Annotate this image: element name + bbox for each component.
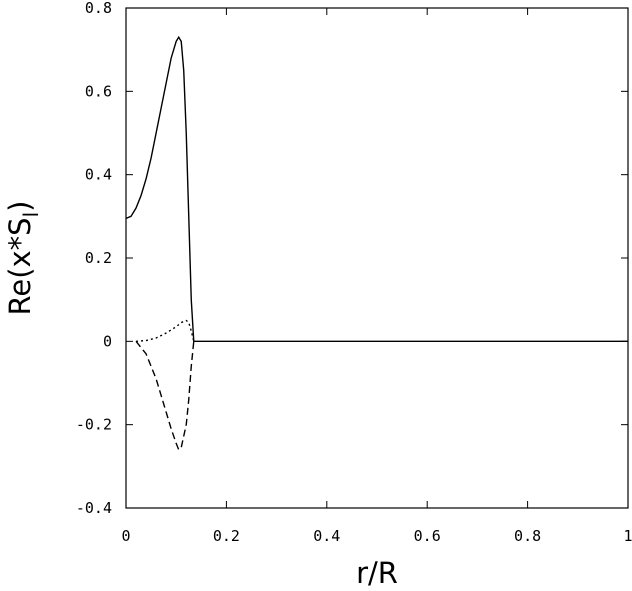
y-tick-label: 0 [103,332,112,350]
y-axis-title-close: ) [3,201,37,212]
y-axis-title-text: Re(x*S [3,217,37,315]
x-tick-label: 0.8 [514,527,541,545]
x-tick-label: 1 [623,527,632,545]
x-tick-label: 0 [121,527,130,545]
y-axis-title: Re(x*Sl) [3,201,43,316]
y-tick-label: 0.4 [85,166,112,184]
y-axis-title-subscript: l [19,212,43,218]
x-axis-title: r/R [356,556,398,590]
line-series [135,340,195,451]
plot-frame [125,7,629,509]
x-tick-label: 0.4 [313,527,340,545]
y-tick-label: 0.6 [85,82,112,100]
y-tick-label: 0.8 [85,0,112,17]
y-tick-label: -0.4 [76,499,112,517]
x-tick-label: 0.6 [414,527,441,545]
x-tick-label: 0.2 [213,527,240,545]
y-tick-label: -0.2 [76,416,112,434]
y-tick-label: 0.2 [85,249,112,267]
line-series [135,319,195,343]
line-series [125,35,628,343]
